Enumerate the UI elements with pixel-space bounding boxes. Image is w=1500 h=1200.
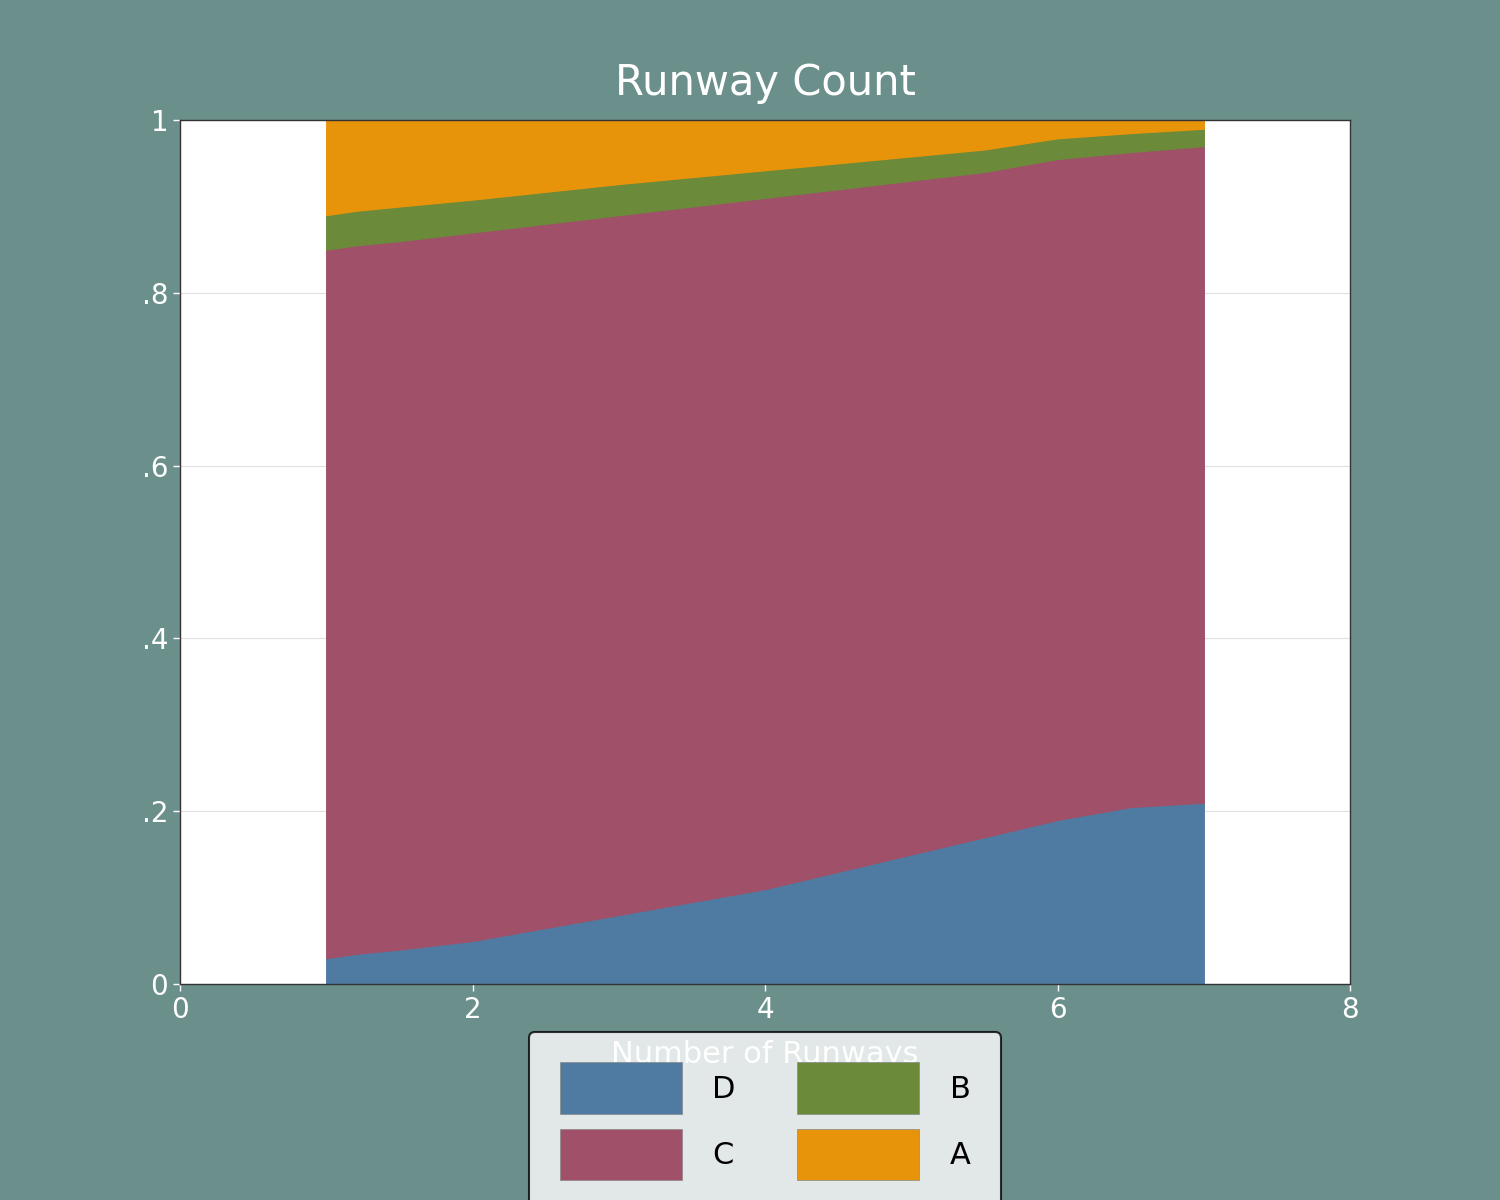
Legend: D, C, B, A: D, C, B, A (530, 1032, 1001, 1200)
Title: Runway Count: Runway Count (615, 62, 915, 104)
X-axis label: Number of Runways: Number of Runways (612, 1040, 918, 1069)
